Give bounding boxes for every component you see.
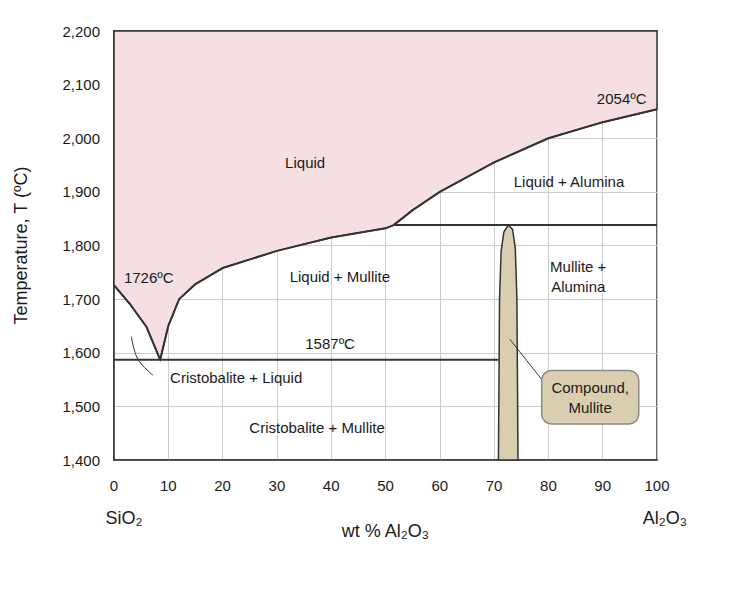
svg-text:Liquid: Liquid <box>285 154 325 171</box>
svg-text:30: 30 <box>269 477 286 494</box>
svg-text:1,500: 1,500 <box>62 398 100 415</box>
svg-text:50: 50 <box>377 477 394 494</box>
svg-text:1726ºC: 1726ºC <box>124 269 174 286</box>
svg-text:1587ºC: 1587ºC <box>305 335 355 352</box>
svg-text:1,700: 1,700 <box>62 291 100 308</box>
svg-text:Alumina: Alumina <box>551 278 606 295</box>
svg-text:1,900: 1,900 <box>62 183 100 200</box>
svg-text:70: 70 <box>486 477 503 494</box>
svg-text:20: 20 <box>214 477 231 494</box>
svg-text:2,100: 2,100 <box>62 76 100 93</box>
svg-text:80: 80 <box>540 477 557 494</box>
svg-text:1,800: 1,800 <box>62 237 100 254</box>
svg-text:2,000: 2,000 <box>62 130 100 147</box>
svg-text:Liquid + Mullite: Liquid + Mullite <box>290 268 390 285</box>
svg-text:90: 90 <box>594 477 611 494</box>
svg-text:Mullite: Mullite <box>569 399 612 416</box>
svg-text:Al₂O₃: Al₂O₃ <box>643 508 687 528</box>
svg-text:1,600: 1,600 <box>62 344 100 361</box>
svg-text:100: 100 <box>644 477 669 494</box>
svg-text:2,200: 2,200 <box>62 23 100 40</box>
svg-text:wt % Al₂O₃: wt % Al₂O₃ <box>341 521 429 541</box>
svg-text:Cristobalite + Mullite: Cristobalite + Mullite <box>249 419 384 436</box>
svg-text:Compound,: Compound, <box>551 379 629 396</box>
svg-text:40: 40 <box>323 477 340 494</box>
svg-text:Mullite +: Mullite + <box>550 258 607 275</box>
svg-text:2054ºC: 2054ºC <box>597 90 647 107</box>
svg-text:0: 0 <box>110 477 118 494</box>
svg-text:Liquid + Alumina: Liquid + Alumina <box>514 173 625 190</box>
svg-text:SiO₂: SiO₂ <box>106 508 143 528</box>
svg-text:10: 10 <box>160 477 177 494</box>
svg-text:1,400: 1,400 <box>62 452 100 469</box>
svg-text:Temperature, T (ºC): Temperature, T (ºC) <box>11 167 31 325</box>
svg-text:Cristobalite + Liquid: Cristobalite + Liquid <box>170 369 302 386</box>
svg-text:60: 60 <box>431 477 448 494</box>
